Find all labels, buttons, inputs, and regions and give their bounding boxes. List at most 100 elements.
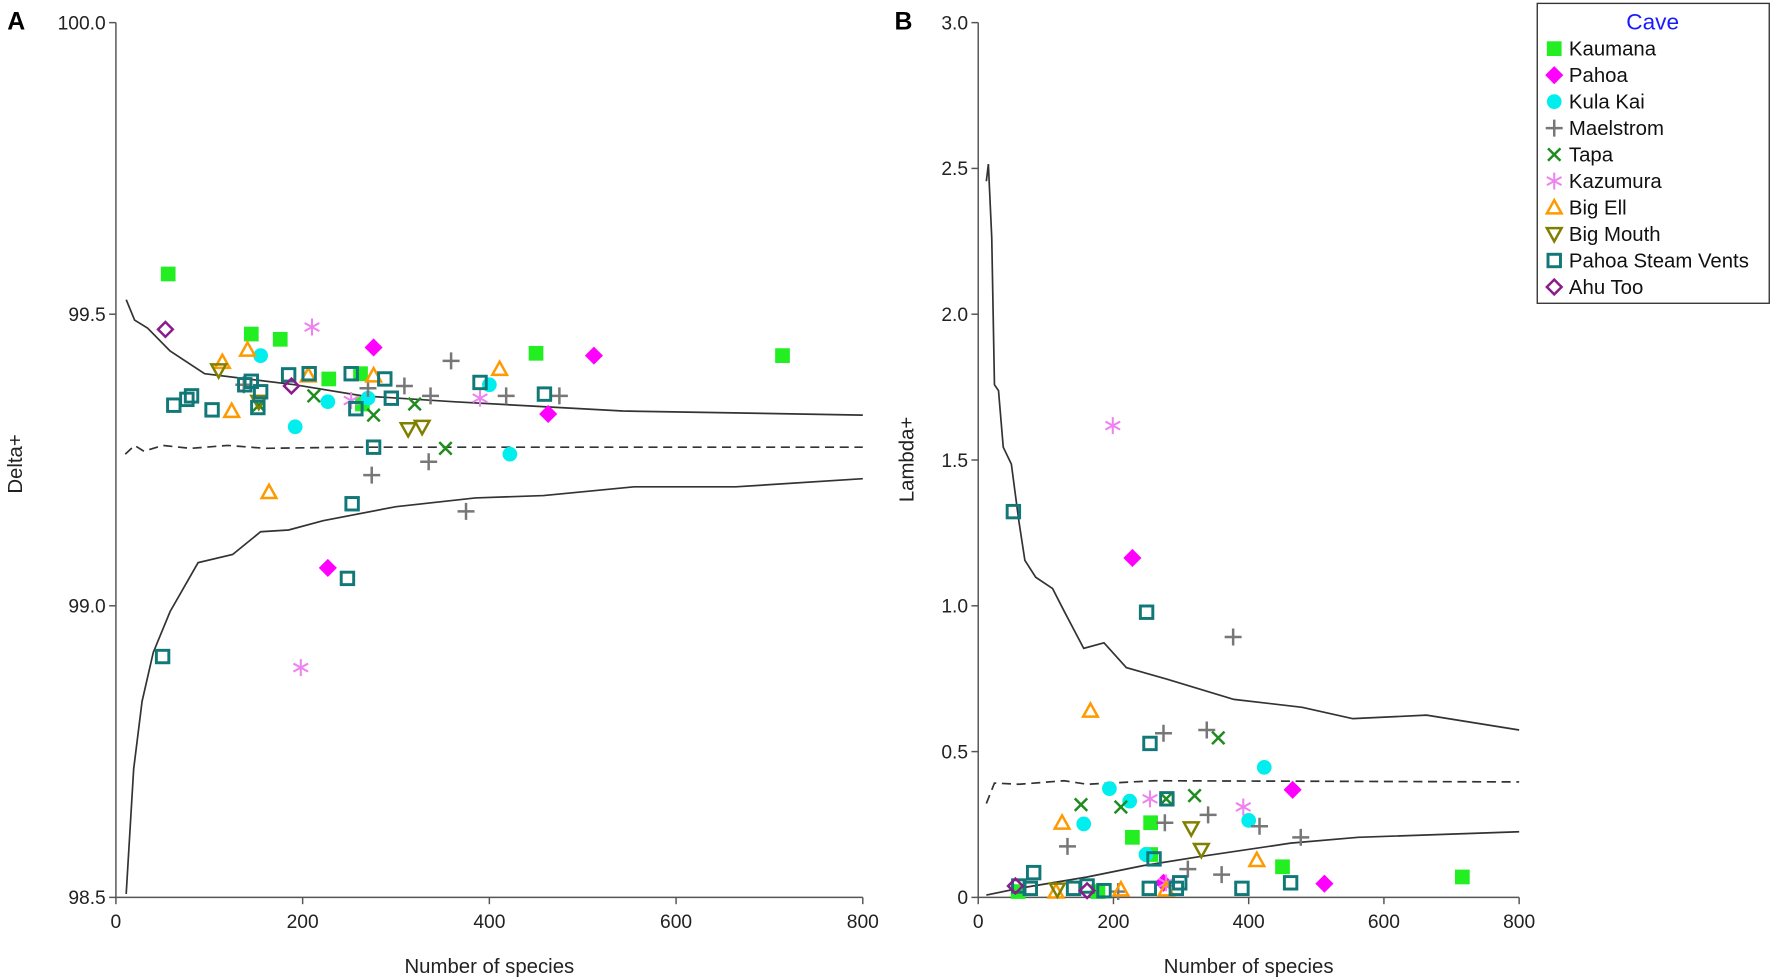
legend-item: Pahoa Steam Vents xyxy=(1546,250,1749,272)
data-point xyxy=(539,404,558,423)
data-point xyxy=(1172,875,1188,891)
data-point xyxy=(1111,879,1131,897)
data-point xyxy=(1065,880,1082,897)
panel-b-line-lower-limit xyxy=(986,830,1520,896)
panel-a-plot: 0 200 400 600 800 98.5 99.0 99.5 100.0 xyxy=(58,13,879,933)
y-tick-label: 2.5 xyxy=(941,159,968,180)
data-point xyxy=(422,387,440,405)
data-point xyxy=(1191,842,1211,860)
data-point xyxy=(1155,724,1172,742)
data-point xyxy=(259,482,279,500)
y-tick-label: 99.5 xyxy=(68,305,105,326)
panel-b-series-kaumana xyxy=(1010,815,1470,899)
legend-label: Kazumura xyxy=(1569,171,1662,193)
data-point xyxy=(1146,851,1162,867)
x-tick-label: 400 xyxy=(1233,912,1265,933)
panel-b-line-mean xyxy=(985,779,1520,804)
data-point xyxy=(407,396,422,412)
data-point xyxy=(292,659,309,677)
data-point xyxy=(243,326,259,342)
data-point xyxy=(420,453,438,471)
y-tick-label: 1.0 xyxy=(941,597,968,618)
data-point xyxy=(1138,847,1154,862)
data-point xyxy=(304,318,320,336)
data-point xyxy=(1005,503,1022,520)
legend-item: Ahu Too xyxy=(1545,277,1643,299)
data-point xyxy=(1113,799,1129,815)
data-point xyxy=(377,371,393,387)
data-point xyxy=(1315,874,1334,893)
legend: Cave Kaumana Pahoa Kula Kai Maelstrom Tapa Ka… xyxy=(1536,2,1770,304)
legend-title: Cave xyxy=(1626,9,1679,34)
data-point xyxy=(339,570,356,587)
x-tick-label: 0 xyxy=(973,912,984,933)
data-point xyxy=(1102,781,1117,796)
panel-b-series-big-mouth xyxy=(1047,821,1211,900)
x-tick-label: 200 xyxy=(1097,912,1129,933)
panel-b-line-upper-limit xyxy=(985,163,1520,731)
data-point xyxy=(1256,759,1272,775)
data-point xyxy=(365,439,382,455)
panel-label-a: A xyxy=(7,7,25,35)
data-point xyxy=(383,390,400,406)
data-point xyxy=(1187,788,1202,803)
data-point xyxy=(1234,880,1250,897)
data-point xyxy=(301,366,317,382)
data-point xyxy=(1224,628,1242,646)
data-point xyxy=(321,371,337,387)
y-tick-label: 1.5 xyxy=(941,451,968,472)
data-point xyxy=(320,394,336,410)
data-point xyxy=(360,390,376,406)
data-point xyxy=(243,373,259,389)
data-point xyxy=(222,401,242,419)
data-point xyxy=(1077,881,1097,900)
data-point xyxy=(1283,780,1302,799)
legend-label: Big Ell xyxy=(1569,197,1627,219)
data-point xyxy=(550,387,568,405)
legend-item: Tapa xyxy=(1547,144,1614,166)
y-tick-label: 2.0 xyxy=(941,305,968,326)
y-tick-label: 0.5 xyxy=(941,742,968,763)
legend-label: Pahoa Steam Vents xyxy=(1569,250,1749,272)
data-point xyxy=(1142,735,1158,752)
legend-item: Big Ell xyxy=(1544,197,1627,219)
y-axis-label-b: Lambda+ xyxy=(897,417,919,502)
data-point xyxy=(366,408,381,423)
legend-item: Kula Kai xyxy=(1546,91,1645,113)
data-point xyxy=(156,320,175,339)
data-point xyxy=(1181,821,1201,839)
panel-a-line-lower-limit xyxy=(125,477,863,894)
y-tick-label: 0 xyxy=(957,888,968,909)
legend-label: Kula Kai xyxy=(1569,91,1645,113)
data-point xyxy=(1025,864,1042,881)
panel-a-line-upper-limit xyxy=(125,299,863,416)
legend-item: Pahoa xyxy=(1545,65,1628,87)
panel-a-series-pahoa xyxy=(318,338,603,577)
data-point xyxy=(1022,880,1038,897)
panel-a-series-ahu-too xyxy=(156,320,301,396)
y-tick-label: 100.0 xyxy=(58,13,106,34)
legend-item: Maelstrom xyxy=(1545,118,1664,140)
filled-diamond-icon xyxy=(1545,66,1564,85)
data-point xyxy=(183,388,200,404)
open-square-icon xyxy=(1546,252,1562,269)
panel-b-axes xyxy=(977,22,1520,899)
data-point xyxy=(528,345,544,361)
open-diamond-icon xyxy=(1545,277,1564,297)
legend-label: Ahu Too xyxy=(1569,277,1643,299)
x-tick-label: 200 xyxy=(287,912,319,933)
panel-a-series-kula-kai xyxy=(253,348,518,462)
open-triangle-up-icon xyxy=(1544,197,1564,215)
data-point xyxy=(282,376,301,396)
data-point xyxy=(1156,814,1174,832)
data-point xyxy=(154,648,171,665)
legend-label: Maelstrom xyxy=(1569,118,1664,140)
legend-box xyxy=(1536,2,1770,304)
data-point xyxy=(306,388,321,403)
cross-icon xyxy=(1547,147,1562,162)
data-point xyxy=(1179,860,1197,878)
data-point xyxy=(1199,806,1217,824)
data-point xyxy=(212,352,232,370)
data-point xyxy=(1073,797,1089,812)
x-tick-label: 0 xyxy=(111,912,122,933)
